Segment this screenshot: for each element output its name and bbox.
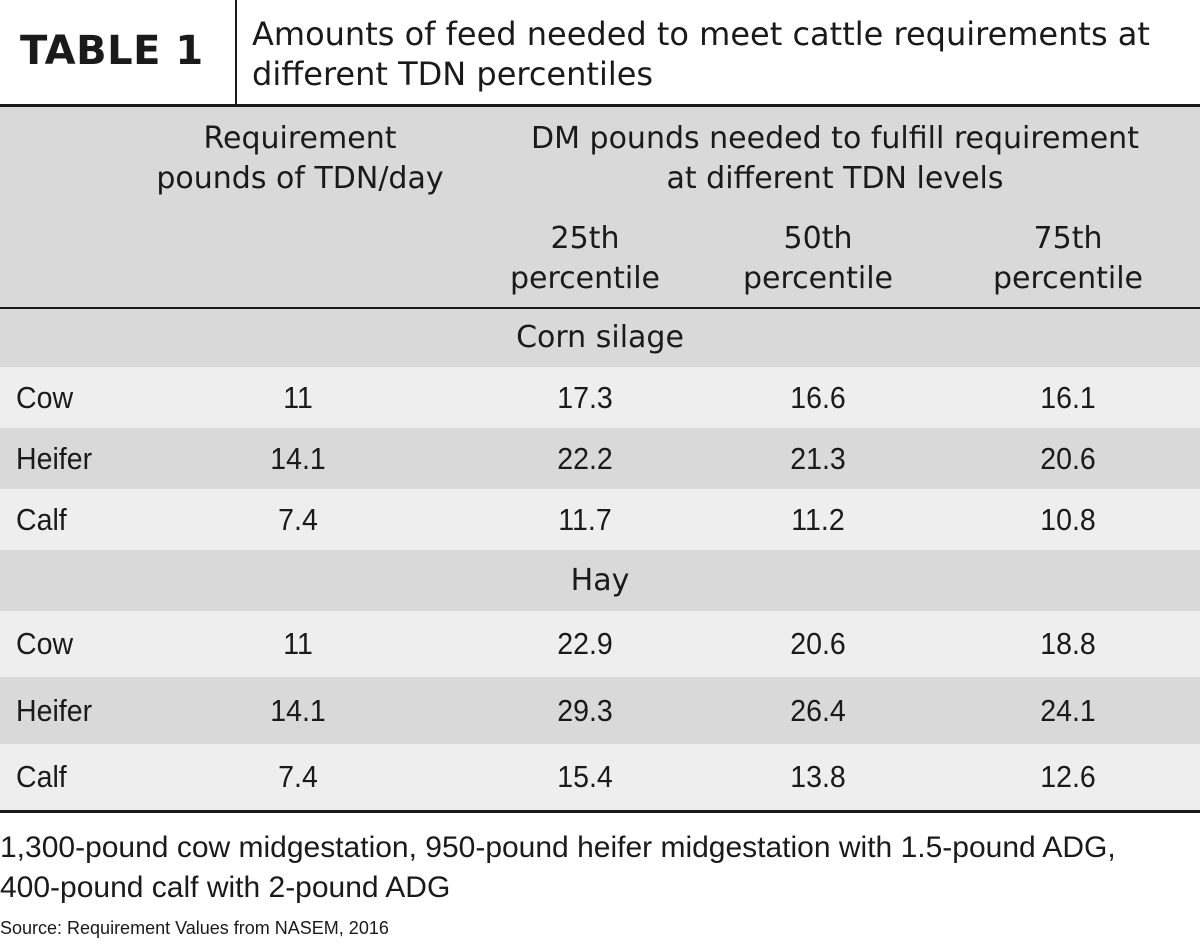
- requirement-cell: 7.4: [278, 759, 318, 794]
- row-name: Heifer: [16, 693, 93, 728]
- header-divider: [235, 0, 237, 104]
- row-name: Cow: [16, 626, 74, 661]
- p25-cell: 22.9: [557, 626, 613, 661]
- source-note: Source: Requirement Values from NASEM, 2…: [0, 918, 389, 938]
- p25-cell: 29.3: [557, 693, 613, 728]
- table-row: Heifer 14.1 29.3 26.4 24.1: [0, 677, 1200, 744]
- requirement-cell: 11: [283, 626, 313, 661]
- row-name: Heifer: [16, 441, 93, 476]
- section-label: Hay: [570, 563, 630, 598]
- p50-cell: 26.4: [790, 693, 846, 728]
- p50-cell: 13.8: [790, 759, 846, 794]
- p75-cell: 24.1: [1040, 693, 1096, 728]
- p50-cell: 20.6: [790, 626, 846, 661]
- section-row-corn-silage: Corn silage: [0, 309, 1200, 367]
- p75-cell: 12.6: [1040, 759, 1096, 794]
- table-label: TABLE 1: [20, 28, 204, 74]
- section-row-hay: Hay: [0, 550, 1200, 611]
- footnote: 1,300-pound cow midgestation, 950-pound …: [0, 831, 1116, 904]
- p25-cell: 17.3: [557, 380, 613, 415]
- p75-cell: 10.8: [1040, 502, 1096, 537]
- p75-cell: 20.6: [1040, 441, 1096, 476]
- column-headers: Requirement pounds of TDN/day DM pounds …: [0, 107, 1200, 307]
- p25-cell: 15.4: [557, 759, 613, 794]
- row-name: Calf: [16, 502, 67, 537]
- row-name: Cow: [16, 380, 74, 415]
- requirement-cell: 14.1: [270, 693, 326, 728]
- table-row: Heifer 14.1 22.2 21.3 20.6: [0, 428, 1200, 489]
- table-row: Calf 7.4 15.4 13.8 12.6: [0, 744, 1200, 810]
- p25-cell: 11.7: [558, 502, 612, 537]
- p50-header-line2: percentile: [742, 261, 894, 296]
- p25-header-line1: 25th: [550, 221, 620, 256]
- p25-header-line2: percentile: [509, 261, 661, 296]
- p25-cell: 22.2: [557, 441, 613, 476]
- p75-header-line1: 75th: [1033, 221, 1103, 256]
- requirement-cell: 14.1: [270, 441, 326, 476]
- dm-header-line2: at different TDN levels: [666, 161, 1004, 196]
- table-row: Cow 11 17.3 16.6 16.1: [0, 367, 1200, 428]
- header-rule: [0, 307, 1200, 309]
- table-row: Cow 11 22.9 20.6 18.8: [0, 611, 1200, 677]
- bottom-rule: [0, 810, 1200, 813]
- requirement-cell: 11: [283, 380, 313, 415]
- section-label: Corn silage: [516, 320, 684, 355]
- p75-header-line2: percentile: [992, 261, 1144, 296]
- p50-cell: 21.3: [790, 441, 846, 476]
- table-row: Calf 7.4 11.7 11.2 10.8: [0, 489, 1200, 550]
- p75-cell: 16.1: [1040, 380, 1096, 415]
- table-title: Amounts of feed needed to meet cattle re…: [252, 15, 1150, 93]
- p50-cell: 11.2: [791, 502, 845, 537]
- requirement-header-line1: Requirement: [203, 121, 397, 156]
- dm-header-line1: DM pounds needed to fulfill requirement: [531, 121, 1139, 156]
- p75-cell: 18.8: [1040, 626, 1096, 661]
- requirement-cell: 7.4: [278, 502, 318, 537]
- p50-header-line1: 50th: [783, 221, 853, 256]
- row-name: Calf: [16, 759, 67, 794]
- table-header: TABLE 1 Amounts of feed needed to meet c…: [0, 0, 1200, 104]
- p50-cell: 16.6: [790, 380, 846, 415]
- requirement-header-line2: pounds of TDN/day: [156, 161, 444, 196]
- top-rule: [0, 104, 1200, 107]
